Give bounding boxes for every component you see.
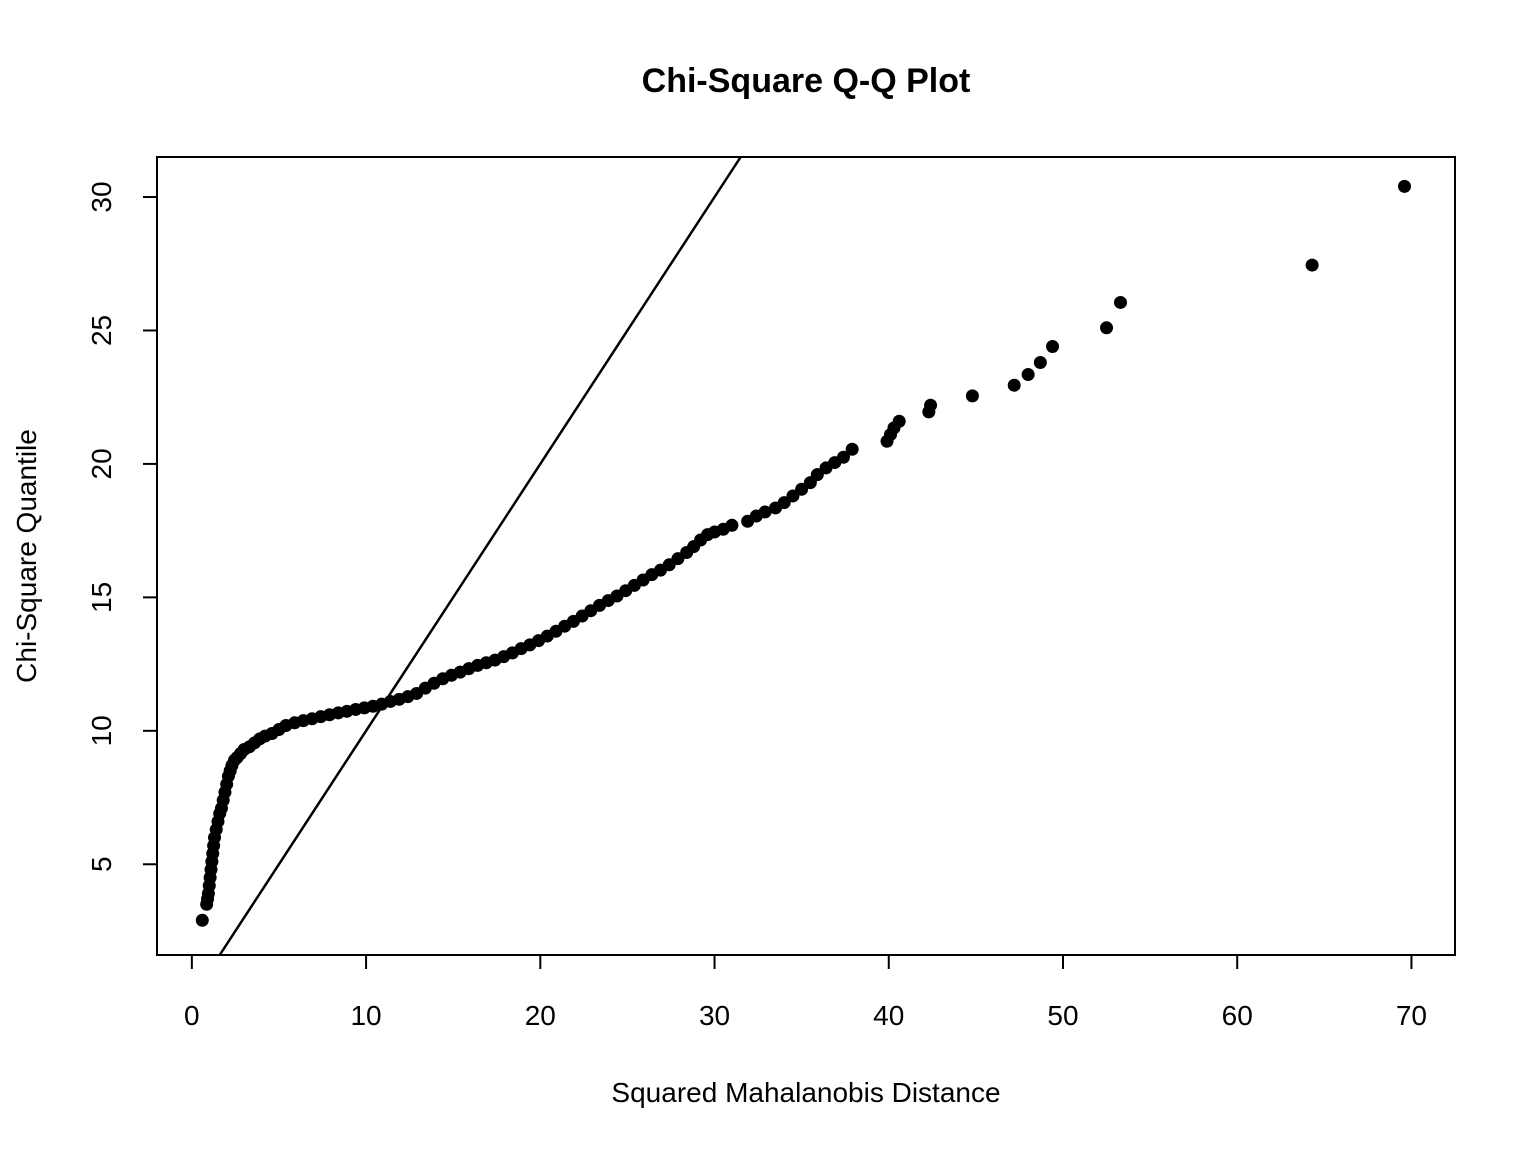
x-axis-label: Squared Mahalanobis Distance bbox=[611, 1077, 1000, 1108]
data-point bbox=[1007, 378, 1021, 392]
y-tick-label: 30 bbox=[86, 181, 117, 212]
y-tick-label: 25 bbox=[86, 315, 117, 346]
data-point bbox=[1046, 339, 1060, 353]
reference-line bbox=[218, 156, 742, 956]
y-tick-label: 15 bbox=[86, 582, 117, 613]
x-tick-label: 0 bbox=[184, 1000, 200, 1031]
plot-frame bbox=[156, 156, 1456, 956]
x-tick-label: 40 bbox=[873, 1000, 904, 1031]
data-point bbox=[1021, 368, 1035, 382]
y-axis-label: Chi-Square Quantile bbox=[11, 429, 42, 683]
data-point bbox=[965, 389, 979, 403]
x-tick-label: 70 bbox=[1396, 1000, 1427, 1031]
data-point bbox=[1100, 321, 1114, 335]
data-point bbox=[924, 398, 938, 412]
reference-line-layer bbox=[218, 156, 742, 956]
data-point bbox=[195, 913, 209, 927]
data-point bbox=[1113, 295, 1127, 309]
data-point bbox=[1305, 258, 1319, 272]
y-tick-label: 10 bbox=[86, 715, 117, 746]
x-tick-label: 20 bbox=[525, 1000, 556, 1031]
chart-title: Chi-Square Q-Q Plot bbox=[642, 62, 971, 100]
x-tick-label: 30 bbox=[699, 1000, 730, 1031]
points-layer bbox=[195, 179, 1411, 927]
y-tick-label: 20 bbox=[86, 448, 117, 479]
y-axis: 5 10 15 20 25 30 bbox=[86, 181, 158, 872]
data-point bbox=[1397, 179, 1411, 193]
x-axis: 0 10 20 30 40 50 60 70 bbox=[184, 954, 1427, 1031]
data-point bbox=[845, 442, 859, 456]
x-tick-label: 60 bbox=[1222, 1000, 1253, 1031]
x-tick-label: 50 bbox=[1047, 1000, 1078, 1031]
y-tick-label: 5 bbox=[86, 856, 117, 872]
x-tick-label: 10 bbox=[350, 1000, 381, 1031]
data-point bbox=[892, 414, 906, 428]
data-point bbox=[758, 505, 772, 519]
data-point bbox=[836, 450, 850, 464]
data-point bbox=[1033, 356, 1047, 370]
data-point bbox=[725, 518, 739, 532]
